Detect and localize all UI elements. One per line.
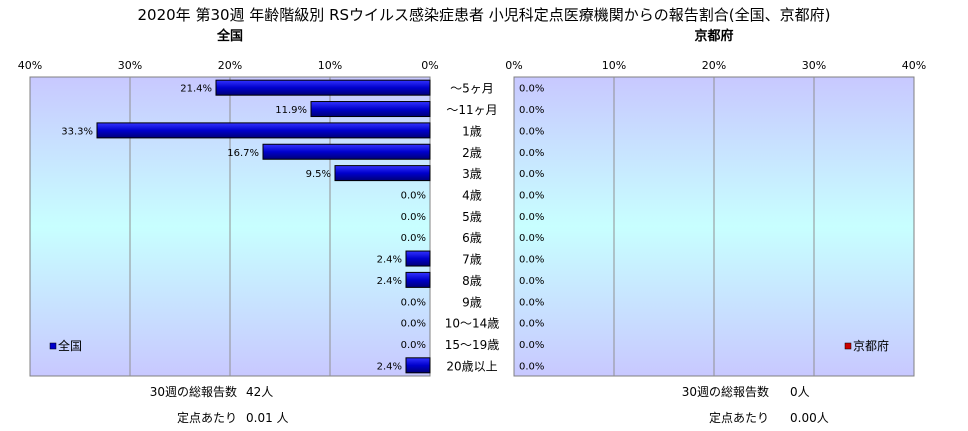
right-per-sentinel-value: 0.00人 xyxy=(790,411,829,425)
right-value-label: 0.0% xyxy=(519,233,544,244)
right-value-label: 0.0% xyxy=(519,212,544,223)
left-value-label: 33.3% xyxy=(61,126,93,137)
left-value-labels: 21.4% 11.9% 33.3% 16.7% 9.5% 0.0% 0.0% 0.0% 2.4%… xyxy=(61,84,426,373)
left-bar xyxy=(334,165,431,182)
chart-title: 2020年 第30週 年齢階級別 RSウイルス感染症患者 小児科定点医療機関から… xyxy=(138,6,831,24)
right-x-tick-label: 30% xyxy=(802,59,826,72)
left-bar xyxy=(310,101,431,118)
right-x-tick-label: 20% xyxy=(702,59,726,72)
left-bar xyxy=(405,271,431,288)
left-x-tick-label: 20% xyxy=(218,59,242,72)
left-bar xyxy=(262,143,431,160)
right-value-label: 0.0% xyxy=(519,84,544,95)
left-value-label: 2.4% xyxy=(377,361,402,372)
left-value-label: 0.0% xyxy=(401,212,426,223)
left-bar xyxy=(96,122,431,139)
right-value-label: 0.0% xyxy=(519,190,544,201)
left-x-tick-label: 40% xyxy=(18,59,42,72)
category-label: 10～14歳 xyxy=(445,317,500,331)
left-legend-label: 全国 xyxy=(58,338,82,353)
left-value-label: 11.9% xyxy=(275,105,307,116)
left-footer: 30週の総報告数 42人 定点あたり 0.01 人 xyxy=(150,384,289,425)
right-value-label: 0.0% xyxy=(519,255,544,266)
right-per-sentinel-label: 定点あたり xyxy=(709,410,769,425)
right-value-label: 0.0% xyxy=(519,340,544,351)
category-label: 9歳 xyxy=(462,295,482,309)
right-total-label: 30週の総報告数 xyxy=(682,384,769,399)
left-legend-swatch xyxy=(49,342,57,350)
right-value-label: 0.0% xyxy=(519,276,544,287)
right-panel-title: 京都府 xyxy=(694,28,733,44)
left-value-label: 2.4% xyxy=(377,276,402,287)
left-x-tick-label: 30% xyxy=(118,59,142,72)
left-total-label: 30週の総報告数 xyxy=(150,384,237,399)
right-x-tick-label: 40% xyxy=(902,59,926,72)
category-label: 2歳 xyxy=(462,146,482,160)
right-value-label: 0.0% xyxy=(519,105,544,116)
category-label: 15～19歳 xyxy=(445,338,500,352)
category-label: ～11ヶ月 xyxy=(446,103,497,117)
left-axis-ticks: 40% 30% 20% 10% 0% xyxy=(18,59,439,72)
left-legend: 全国 xyxy=(49,338,82,353)
left-value-label: 0.0% xyxy=(401,319,426,330)
left-bar xyxy=(215,79,431,96)
left-value-label: 0.0% xyxy=(401,190,426,201)
category-label: 7歳 xyxy=(462,253,482,267)
left-x-tick-label: 0% xyxy=(421,59,438,72)
category-label: 4歳 xyxy=(462,188,482,202)
category-label: 20歳以上 xyxy=(446,359,497,373)
right-value-label: 0.0% xyxy=(519,297,544,308)
left-total-value: 42人 xyxy=(246,385,273,399)
left-value-label: 9.5% xyxy=(306,169,331,180)
right-legend-label: 京都府 xyxy=(853,338,889,353)
left-panel-title: 全国 xyxy=(216,28,243,44)
category-labels: ～5ヶ月 ～11ヶ月 1歳 2歳 3歳 4歳 5歳 6歳 7歳 8歳 9歳 10～14歳 15～19歳 2… xyxy=(445,82,500,374)
category-label: ～5ヶ月 xyxy=(450,82,494,96)
category-label: 8歳 xyxy=(462,274,482,288)
left-bars xyxy=(96,79,431,374)
left-value-label: 2.4% xyxy=(377,255,402,266)
right-legend: 京都府 xyxy=(844,338,889,353)
left-value-label: 21.4% xyxy=(180,84,212,95)
right-axis-ticks: 0% 10% 20% 30% 40% xyxy=(505,59,926,72)
right-x-tick-label: 10% xyxy=(602,59,626,72)
category-label: 1歳 xyxy=(462,124,482,138)
right-legend-swatch xyxy=(844,342,852,350)
right-footer: 30週の総報告数 0人 定点あたり 0.00人 xyxy=(682,384,829,425)
right-total-value: 0人 xyxy=(790,385,810,399)
right-value-label: 0.0% xyxy=(519,126,544,137)
right-value-label: 0.0% xyxy=(519,319,544,330)
left-value-label: 0.0% xyxy=(401,340,426,351)
right-value-label: 0.0% xyxy=(519,148,544,159)
right-value-label: 0.0% xyxy=(519,169,544,180)
category-label: 3歳 xyxy=(462,167,482,181)
category-label: 5歳 xyxy=(462,210,482,224)
right-x-tick-label: 0% xyxy=(505,59,522,72)
left-value-label: 16.7% xyxy=(227,148,259,159)
category-label: 6歳 xyxy=(462,231,482,245)
left-bar xyxy=(405,250,431,267)
left-bar xyxy=(405,357,431,374)
right-gridlines xyxy=(613,77,815,376)
left-per-sentinel-label: 定点あたり xyxy=(177,410,237,425)
right-value-labels: 0.0% 0.0% 0.0% 0.0% 0.0% 0.0% 0.0% 0.0% 0.0% 0.0%… xyxy=(519,84,544,373)
right-value-label: 0.0% xyxy=(519,361,544,372)
left-per-sentinel-value: 0.01 人 xyxy=(246,411,289,425)
left-value-label: 0.0% xyxy=(401,297,426,308)
left-x-tick-label: 10% xyxy=(318,59,342,72)
left-value-label: 0.0% xyxy=(401,233,426,244)
